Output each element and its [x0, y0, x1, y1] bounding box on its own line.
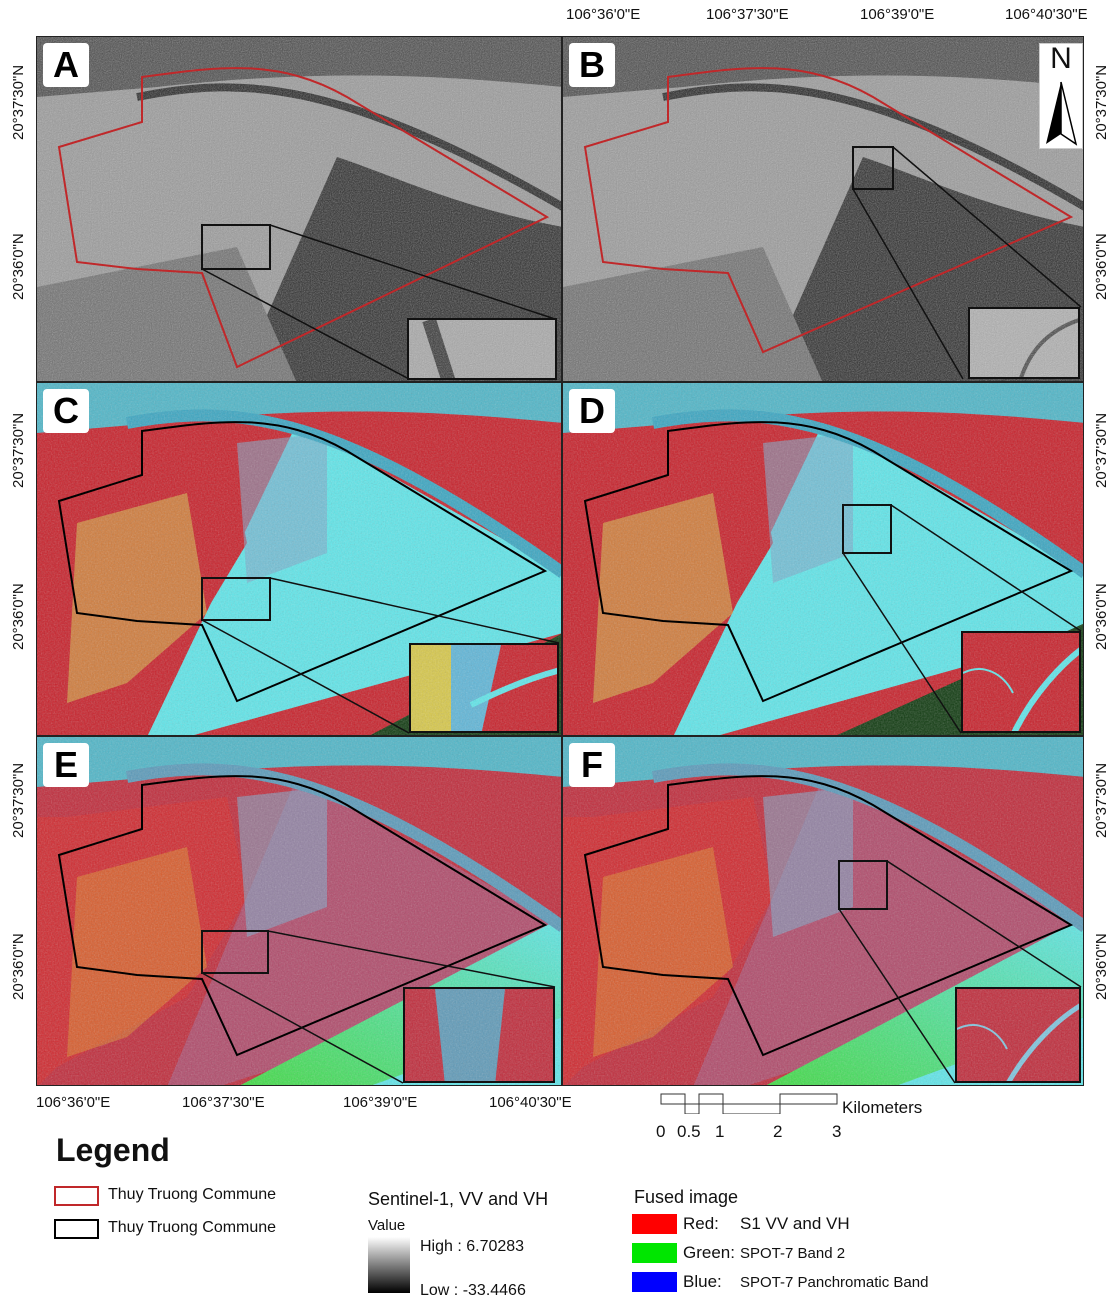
s1-title: Sentinel-1, VV and VH [368, 1189, 549, 1209]
value-label: Value [368, 1217, 406, 1234]
legend-title: Legend [56, 1132, 170, 1168]
fused-red-swatch [632, 1214, 677, 1234]
boundary-black-swatch [54, 1219, 99, 1239]
zoom-inset-f [955, 987, 1081, 1083]
right-lat-ab-2: 20°36'0"N [1093, 233, 1110, 300]
fused-red-desc: S1 VV and VH [740, 1214, 850, 1233]
scale-unit: Kilometers [842, 1098, 923, 1117]
bottom-lon-label-3: 106°39'0"E [343, 1094, 418, 1111]
bottom-lon-label-4: 106°40'30"E [489, 1094, 572, 1111]
high-value: High : 6.70283 [420, 1238, 525, 1255]
scale-tick-1: 1 [715, 1122, 725, 1141]
fused-green-desc: SPOT-7 Band 2 [740, 1245, 846, 1262]
panel-label-b: B [569, 43, 615, 87]
left-lat-ef-1: 20°37'30"N [10, 762, 27, 838]
bottom-lon-label-1: 106°36'0"E [36, 1094, 111, 1111]
right-lat-ef-2: 20°36'0"N [1093, 933, 1110, 1000]
zoom-inset-a [407, 318, 557, 380]
fused-green-swatch [632, 1243, 677, 1263]
panel-label-d: D [569, 389, 615, 433]
left-lat-ab-1: 20°37'30"N [10, 64, 27, 140]
scale-bar: Kilometers 0 0.5 1 2 3 [656, 1092, 923, 1142]
map-panel-f: F [562, 736, 1084, 1086]
zoom-inset-e [403, 987, 555, 1083]
right-lat-cd-1: 20°37'30"N [1093, 412, 1110, 488]
left-lat-cd-2: 20°36'0"N [10, 583, 27, 650]
right-lat-ab-1: 20°37'30"N [1093, 64, 1110, 140]
value-gradient-ramp [368, 1237, 410, 1293]
zoom-inset-c [409, 643, 559, 733]
fused-blue-swatch [632, 1272, 677, 1292]
top-lon-label-4: 106°40'30"E [1005, 6, 1088, 23]
north-arrow: N [1039, 42, 1083, 149]
north-arrow-icon [1046, 81, 1078, 146]
scale-tick-2: 2 [773, 1122, 783, 1141]
zoom-inset-b [968, 307, 1080, 379]
scale-tick-3: 3 [832, 1122, 842, 1141]
right-lat-ef-1: 20°37'30"N [1093, 762, 1110, 838]
map-panel-e: E [36, 736, 562, 1086]
fused-green-channel: Green: [683, 1243, 735, 1262]
boundary-black-label: Thuy Truong Commune [108, 1219, 277, 1236]
bottom-lon-label-2: 106°37'30"E [182, 1094, 265, 1111]
panel-label-e: E [43, 743, 89, 787]
map-panel-d: D [562, 382, 1084, 736]
fused-blue-channel: Blue: [683, 1272, 722, 1291]
low-value: Low : -33.4466 [420, 1282, 526, 1299]
left-lat-cd-1: 20°37'30"N [10, 412, 27, 488]
panel-label-c: C [43, 389, 89, 433]
right-lat-cd-2: 20°36'0"N [1093, 583, 1110, 650]
fused-blue-desc: SPOT-7 Panchromatic Band [740, 1274, 929, 1291]
top-lon-label-3: 106°39'0"E [860, 6, 935, 23]
panel-label-f: F [569, 743, 615, 787]
left-lat-ef-2: 20°36'0"N [10, 933, 27, 1000]
fused-title: Fused image [634, 1187, 739, 1207]
map-panel-b: N B [562, 36, 1084, 382]
map-panel-c: C [36, 382, 562, 736]
scale-tick-0: 0 [656, 1122, 666, 1141]
map-panel-a: A [36, 36, 562, 382]
boundary-red-label: Thuy Truong Commune [108, 1186, 277, 1203]
left-lat-ab-2: 20°36'0"N [10, 233, 27, 300]
zoom-inset-d [961, 631, 1081, 733]
boundary-red-swatch [54, 1186, 99, 1206]
top-lon-label-1: 106°36'0"E [566, 6, 641, 23]
north-label: N [1050, 42, 1072, 75]
top-lon-label-2: 106°37'30"E [706, 6, 789, 23]
fused-red-channel: Red: [683, 1214, 719, 1233]
panel-label-a: A [43, 43, 89, 87]
scale-tick-0.5: 0.5 [677, 1122, 701, 1141]
